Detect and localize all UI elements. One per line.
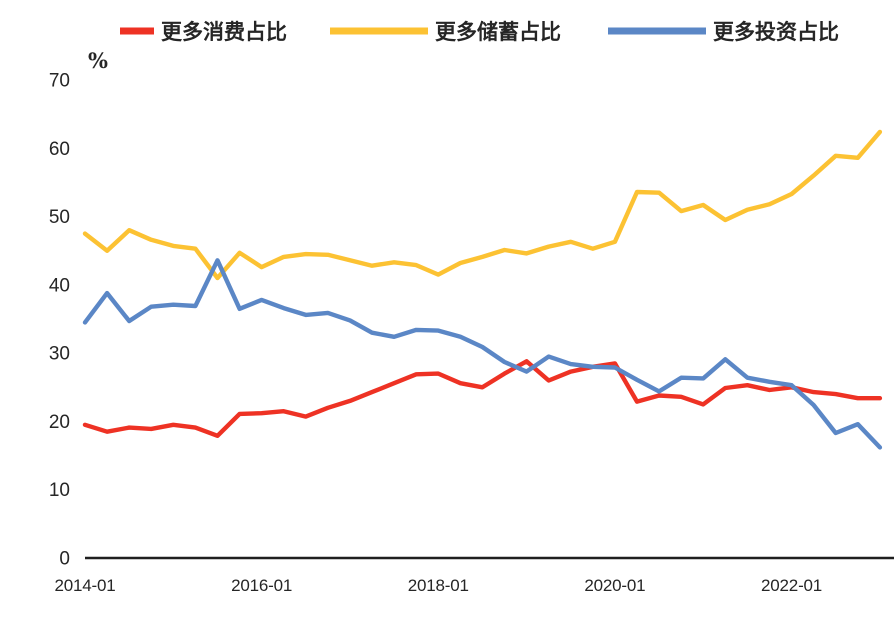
x-tick-label: 2018-01: [408, 576, 469, 595]
legend-item: 更多消费占比: [120, 20, 287, 44]
legend-label: 更多投资占比: [713, 20, 839, 44]
legend-item: 更多储蓄占比: [330, 20, 561, 44]
y-axis-unit-label: %: [88, 48, 108, 73]
legend-label: 更多储蓄占比: [435, 20, 561, 44]
legend-label: 更多消费占比: [161, 20, 287, 44]
y-tick-label: 20: [49, 412, 70, 433]
x-tick-label: 2014-01: [55, 576, 116, 595]
legend-item: 更多投资占比: [608, 20, 839, 44]
y-tick-label: 50: [49, 207, 70, 228]
y-tick-label: 60: [49, 139, 70, 160]
x-tick-label: 2022-01: [761, 576, 822, 595]
y-tick-label: 10: [49, 480, 70, 501]
x-axis-tick-labels: 2014-01 2016-01 2018-01 2020-01 2022-01: [55, 576, 823, 595]
series-line-更多投资占比: [82, 258, 883, 450]
y-axis-tick-labels: 0 10 20 30 40 50 60 70: [49, 71, 70, 570]
y-tick-label: 40: [49, 275, 70, 296]
y-tick-label: 30: [49, 344, 70, 365]
y-tick-label: 0: [59, 549, 70, 570]
x-tick-label: 2020-01: [584, 576, 645, 595]
series-line-更多储蓄占比: [82, 129, 883, 281]
x-tick-label: 2016-01: [231, 576, 292, 595]
data-series-lines: [82, 129, 883, 450]
y-tick-label: 70: [49, 71, 70, 92]
series-line-更多消费占比: [82, 359, 883, 438]
legend: 更多消费占比 更多储蓄占比 更多投资占比: [120, 20, 839, 44]
